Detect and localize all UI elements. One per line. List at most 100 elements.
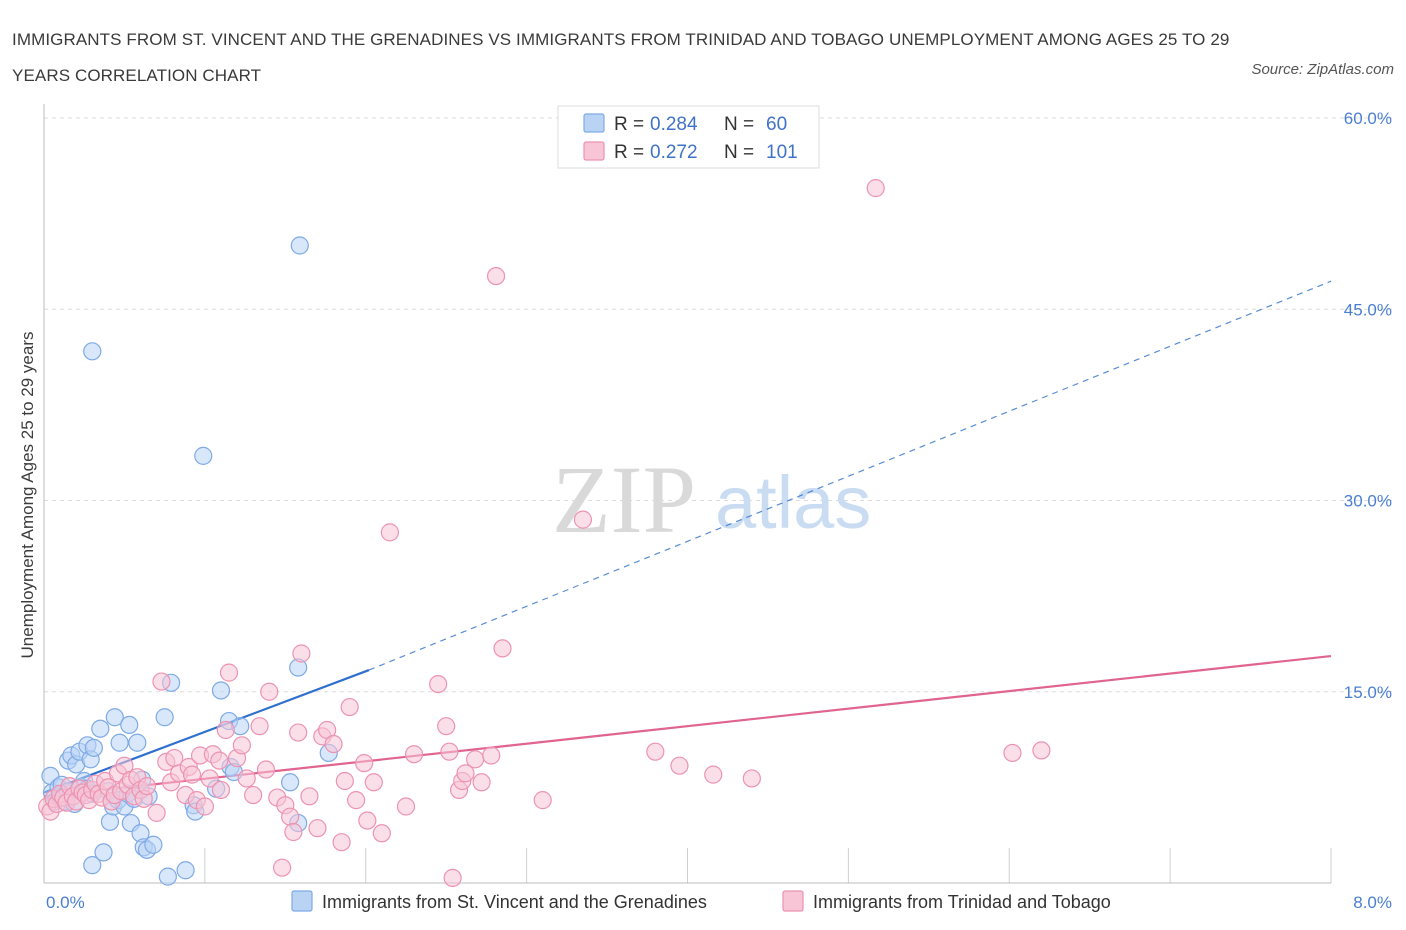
pink-point bbox=[281, 807, 300, 826]
pink-point bbox=[308, 819, 327, 838]
y-tick-label: 45.0% bbox=[1344, 300, 1392, 319]
blue-point bbox=[144, 835, 163, 854]
pink-point bbox=[646, 742, 665, 761]
axes bbox=[43, 104, 1331, 884]
pink-point bbox=[340, 697, 359, 717]
legend-n-label: N = bbox=[724, 114, 754, 135]
pink-point bbox=[292, 644, 311, 663]
legend-r-label: R = bbox=[614, 114, 644, 135]
blue-point bbox=[176, 861, 195, 880]
legend-swatch-blue bbox=[583, 113, 605, 133]
bottom-legend-swatch-blue bbox=[291, 890, 313, 912]
pink-point bbox=[219, 663, 239, 682]
pink-point bbox=[533, 791, 552, 810]
bottom-legend-label-pink: Immigrants from Trinidad and Tobago bbox=[813, 892, 1111, 912]
pink-point bbox=[380, 523, 399, 542]
blue-point bbox=[84, 738, 103, 757]
pink-point bbox=[443, 868, 462, 888]
legend-r-label: R = bbox=[614, 142, 644, 163]
x-tick-label-min: 0.0% bbox=[46, 893, 85, 912]
data-points bbox=[38, 179, 1051, 888]
watermark-zip: ZIP bbox=[552, 446, 696, 553]
blue-point bbox=[91, 719, 110, 738]
blue-point bbox=[158, 867, 177, 886]
y-tick-labels: 15.0% 30.0% 45.0% 60.0% bbox=[1344, 109, 1392, 702]
pink-point bbox=[742, 769, 761, 788]
bottom-legend-swatch-pink bbox=[782, 890, 804, 912]
pink-point bbox=[466, 750, 485, 769]
pink-point bbox=[670, 756, 689, 775]
blue-point bbox=[83, 342, 102, 361]
legend: R = 0.284 N = 60 R = 0.272 N = 101 bbox=[557, 105, 820, 169]
pink-point bbox=[211, 780, 231, 800]
legend-swatch-pink bbox=[583, 141, 605, 161]
pink-point bbox=[332, 833, 351, 852]
blue-point bbox=[94, 843, 113, 862]
blue-point bbox=[194, 446, 213, 465]
blue-point bbox=[100, 812, 120, 831]
pink-point bbox=[573, 510, 593, 529]
blue-point bbox=[105, 708, 124, 727]
y-axis-title: Unemployment Among Ages 25 to 29 years bbox=[18, 332, 37, 659]
chart-title: IMMIGRANTS FROM ST. VINCENT AND THE GREN… bbox=[12, 30, 1230, 85]
pink-point bbox=[260, 682, 279, 701]
blue-point bbox=[120, 715, 139, 735]
pink-point bbox=[355, 754, 374, 773]
y-tick-label: 60.0% bbox=[1344, 109, 1392, 128]
pink-point bbox=[440, 742, 459, 761]
x-tick-label-max: 8.0% bbox=[1353, 893, 1392, 912]
pink-point bbox=[137, 776, 157, 796]
pink-point bbox=[493, 639, 512, 658]
pink-point bbox=[372, 824, 391, 843]
y-tick-label: 15.0% bbox=[1344, 683, 1392, 702]
pink-point bbox=[364, 773, 383, 792]
bottom-legend: Immigrants from St. Vincent and the Gren… bbox=[291, 890, 1111, 912]
legend-n-label: N = bbox=[724, 142, 754, 163]
blue-point bbox=[281, 773, 300, 792]
pink-point bbox=[704, 765, 723, 784]
pink-point bbox=[404, 745, 424, 764]
pink-point bbox=[200, 769, 219, 788]
watermark-atlas: atlas bbox=[715, 461, 871, 544]
pink-point bbox=[284, 822, 303, 842]
blue-point bbox=[128, 733, 147, 752]
pink-point bbox=[256, 760, 276, 779]
pink-point bbox=[232, 736, 251, 755]
pink-point bbox=[237, 769, 256, 788]
pink-point bbox=[429, 674, 448, 694]
pink-point bbox=[216, 720, 235, 740]
pink-point bbox=[210, 751, 229, 770]
blue-point bbox=[155, 708, 174, 727]
pink-point bbox=[195, 797, 214, 816]
legend-n-value: 101 bbox=[766, 142, 798, 163]
legend-r-value: 0.284 bbox=[650, 114, 698, 135]
pink-point bbox=[250, 717, 269, 736]
blue-trend-extension bbox=[368, 280, 1332, 671]
pink-point bbox=[358, 811, 377, 830]
pink-point bbox=[396, 797, 416, 816]
pink-point bbox=[486, 267, 506, 286]
blue-point bbox=[211, 681, 231, 700]
pink-point bbox=[437, 717, 456, 736]
pink-point bbox=[324, 734, 343, 754]
pink-point bbox=[244, 785, 263, 805]
pink-point bbox=[1032, 741, 1051, 760]
pink-point bbox=[335, 771, 354, 791]
y-tick-label: 30.0% bbox=[1344, 492, 1392, 511]
bottom-legend-label-blue: Immigrants from St. Vincent and the Gren… bbox=[322, 892, 707, 912]
blue-point bbox=[83, 856, 102, 875]
pink-point bbox=[482, 746, 501, 765]
pink-point bbox=[1003, 743, 1022, 763]
pink-point bbox=[472, 773, 491, 792]
pink-point bbox=[182, 765, 202, 784]
blue-point bbox=[110, 733, 129, 752]
blue-point bbox=[290, 236, 309, 255]
pink-point bbox=[147, 803, 166, 822]
legend-n-value: 60 bbox=[766, 114, 787, 135]
pink-point bbox=[300, 787, 319, 806]
pink-point bbox=[272, 858, 292, 877]
pink-point bbox=[289, 723, 308, 742]
source-label: Source: ZipAtlas.com bbox=[1251, 61, 1394, 78]
blue-trend-line bbox=[43, 669, 370, 794]
